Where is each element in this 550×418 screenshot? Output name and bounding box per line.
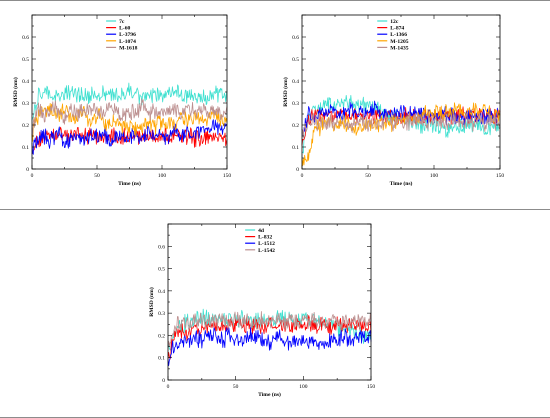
- middle-separator: [0, 209, 550, 210]
- y-axis-title: RMSD (nm): [148, 287, 155, 317]
- rmsd-chart-bottom-svg: 0 0.1 0.2 0.3 0.4 0.5 0.6 0 50 100 150 Time (ns) RMS…: [148, 223, 376, 398]
- x-tick-label: 50: [94, 173, 100, 179]
- legend-label: M-1618: [119, 45, 138, 51]
- x-tick-label: 0: [31, 173, 34, 179]
- y-axis-title: RMSD (nm): [282, 77, 289, 107]
- y-tick-label: 0.3: [22, 101, 29, 107]
- legend-label: L-60: [119, 26, 130, 32]
- series-line-l-874: [301, 106, 501, 146]
- legend-label: L-832: [258, 235, 272, 241]
- series-line-7c: [31, 82, 228, 121]
- rmsd-chart-top-left-svg: 0 0.1 0.2 0.3 0.4 0.5 0.6 0 50 100 150 Time (ns) RMS…: [12, 14, 232, 187]
- legend-label: L-1542: [258, 248, 275, 254]
- y-tick-label: 0: [26, 167, 29, 173]
- x-tick-label: 50: [365, 173, 371, 179]
- series-line-m-1435: [301, 112, 501, 139]
- y-tick-label: 0.4: [158, 289, 165, 295]
- y-tick-label: 0.2: [292, 123, 299, 129]
- legend-label: 7c: [119, 19, 125, 25]
- series-line-l-1542: [167, 311, 372, 347]
- x-tick-label: 0: [301, 173, 304, 179]
- y-tick-label: 0.3: [292, 101, 299, 107]
- legend-label: L-1074: [119, 39, 136, 45]
- series-line-m-1618: [31, 98, 228, 136]
- x-tick-label: 150: [367, 384, 376, 390]
- x-axis-title: Time (ns): [390, 180, 413, 187]
- x-tick-label: 100: [430, 173, 439, 179]
- x-tick-label: 50: [233, 384, 239, 390]
- series-line-l-60: [31, 126, 228, 155]
- x-tick-label: 0: [167, 384, 170, 390]
- rmsd-chart-top-left: 0 0.1 0.2 0.3 0.4 0.5 0.6 0 50 100 150 Time (ns) RMS…: [2, 5, 270, 200]
- rmsd-chart-bottom: 0 0.1 0.2 0.3 0.4 0.5 0.6 0 50 100 150 Time (ns) RMS…: [140, 212, 408, 412]
- y-axis-title: RMSD (nm): [12, 77, 19, 107]
- y-tick-label: 0.3: [158, 311, 165, 317]
- y-tick-label: 0.1: [22, 145, 29, 151]
- x-tick-label: 100: [299, 384, 308, 390]
- y-tick-label: 0.2: [22, 123, 29, 129]
- x-tick-label: 100: [158, 173, 167, 179]
- rmsd-chart-top-right: 0 0.1 0.2 0.3 0.4 0.5 0.6 0 50 100 150 Time (ns) RMS…: [274, 5, 542, 200]
- y-tick-label: 0.2: [158, 333, 165, 339]
- y-tick-label: 0.5: [22, 57, 29, 63]
- series-group: [31, 82, 228, 155]
- y-tick-label: 0.1: [158, 356, 165, 362]
- rmsd-chart-top-right-svg: 0 0.1 0.2 0.3 0.4 0.5 0.6 0 50 100 150 Time (ns) RMS…: [282, 14, 505, 187]
- x-tick-label: 150: [496, 173, 505, 179]
- y-tick-label: 0.1: [292, 145, 299, 151]
- legend-label: L-1512: [258, 241, 275, 247]
- y-tick-label: 0.6: [158, 244, 165, 250]
- legend-label: L-874: [390, 26, 404, 32]
- y-tick-label: 0.5: [158, 267, 165, 273]
- series-line-l-1512: [167, 326, 372, 367]
- y-tick-label: 0: [296, 167, 299, 173]
- y-tick-label: 0.6: [22, 35, 29, 41]
- legend-label: 12c: [390, 19, 399, 25]
- x-axis-title: Time (ns): [258, 391, 281, 398]
- legend-label: 4d: [258, 228, 265, 234]
- y-tick-label: 0.4: [22, 79, 29, 85]
- legend-label: M-1205: [390, 39, 409, 45]
- y-tick-label: 0: [162, 378, 165, 384]
- legend-label: M-1435: [390, 45, 409, 51]
- legend-label: L-1366: [390, 32, 407, 38]
- series-group: [167, 308, 372, 367]
- legend-label: L-3796: [119, 32, 136, 38]
- x-tick-label: 150: [223, 173, 232, 179]
- y-tick-label: 0.5: [292, 57, 299, 63]
- top-separator: [0, 0, 550, 1]
- x-axis-title: Time (ns): [118, 180, 141, 187]
- y-tick-label: 0.4: [292, 79, 299, 85]
- series-line-l-3796: [31, 119, 228, 155]
- series-group: [301, 94, 501, 166]
- y-tick-label: 0.6: [292, 35, 299, 41]
